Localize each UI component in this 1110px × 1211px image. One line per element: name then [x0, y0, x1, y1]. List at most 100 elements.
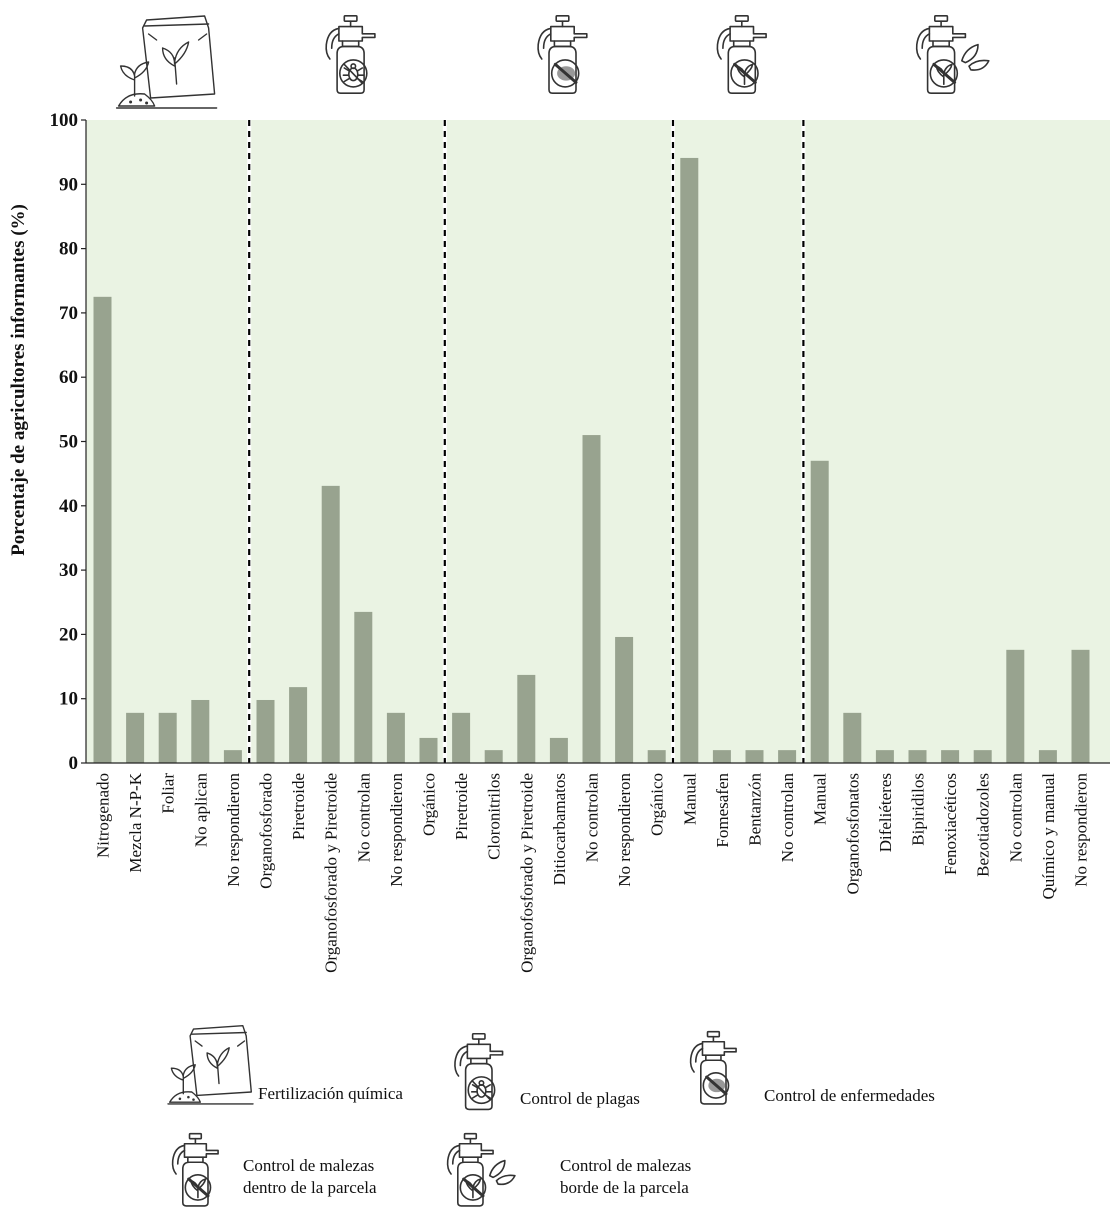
legend-entry: Fertilización química	[168, 1026, 403, 1104]
y-tick-label: 20	[59, 624, 78, 645]
panel-background	[805, 120, 1110, 763]
y-tick-label: 90	[59, 174, 78, 195]
x-tick-label: Piretroide	[289, 773, 308, 840]
bar	[1071, 649, 1090, 763]
x-tick-label: Bipiridilos	[909, 773, 928, 846]
x-tick-label: Difeliéteres	[876, 773, 895, 852]
bar	[289, 687, 308, 763]
bar	[941, 750, 960, 763]
legend-label: Control de malezas	[243, 1156, 374, 1175]
x-tick-label: No aplican	[191, 773, 210, 848]
sprayer-weed-icon	[717, 16, 766, 93]
x-tick-label: No respondieron	[615, 773, 634, 887]
bar	[93, 296, 112, 763]
x-tick-label: Piretroide	[452, 773, 471, 840]
panel-background	[86, 120, 248, 763]
sprayer-weed-icon	[173, 1134, 219, 1206]
bar	[354, 611, 373, 763]
fertilizer-bag-icon	[117, 16, 217, 108]
bar	[321, 485, 340, 763]
x-tick-label: Fomesafen	[713, 773, 732, 848]
bar	[843, 712, 862, 763]
bar	[647, 750, 666, 763]
x-tick-label: No controlan	[1006, 773, 1025, 863]
sprayer-pest-icon	[455, 1034, 503, 1110]
legend-entry: Control de malezas dentro de la parcela	[173, 1134, 377, 1206]
y-tick-label: 60	[59, 367, 78, 388]
bar	[615, 636, 634, 763]
bar	[875, 750, 894, 763]
bar	[908, 750, 927, 763]
x-tick-label: Manual	[680, 773, 699, 825]
bar	[484, 750, 503, 763]
legend-label: Control de plagas	[520, 1089, 640, 1108]
y-axis-label: Porcentaje de agricultores informantes (…	[8, 204, 29, 556]
panel-backgrounds	[86, 120, 1110, 763]
bar	[517, 674, 536, 763]
bar	[549, 737, 568, 763]
legend: Fertilización química Control de plagas Co…	[168, 1026, 935, 1206]
bar	[778, 750, 797, 763]
bar	[386, 712, 405, 763]
x-tick-label: No controlan	[778, 773, 797, 863]
legend-entry: Control de enfermedades	[691, 1032, 935, 1105]
x-tick-label: Ditiocarbamatos	[550, 773, 569, 885]
sprayer-weed-border-icon	[448, 1134, 515, 1206]
x-tick-label: Organofosforado y Piretroide	[517, 773, 536, 973]
x-tick-label: Organofosforado	[257, 773, 276, 889]
x-tick-label: Manual	[811, 773, 830, 825]
x-tick-label: Químico y manual	[1039, 773, 1058, 900]
bar	[810, 460, 829, 763]
x-tick-label: Organofosfonatos	[843, 773, 862, 895]
bar	[126, 712, 145, 763]
y-tick-label: 50	[59, 432, 78, 453]
bar	[256, 699, 275, 763]
bar	[223, 750, 242, 763]
y-tick-label: 30	[59, 560, 78, 581]
x-tick-label: Orgánico	[420, 773, 439, 836]
bar	[712, 750, 731, 763]
top-icons	[117, 16, 989, 108]
bar	[191, 699, 210, 763]
x-tick-label: No respondieron	[387, 773, 406, 887]
bar	[419, 737, 438, 763]
x-tick-label: Bentanzón	[746, 773, 765, 846]
x-tick-label: Fenoxiacéticos	[941, 773, 960, 875]
x-tick-label: No respondieron	[224, 773, 243, 887]
fertilizer-bag-icon	[168, 1026, 253, 1104]
x-tick-label: Foliar	[159, 773, 178, 814]
x-tick-label: No controlan	[354, 773, 373, 863]
y-tick-label: 80	[59, 239, 78, 260]
y-tick-label: 40	[59, 496, 78, 517]
x-tick-labels: Nitrogenado Mezcla N-P-K Foliar No aplican N…	[94, 772, 1091, 973]
legend-label: Fertilización química	[258, 1084, 403, 1103]
sprayer-weed-border-icon	[917, 16, 989, 93]
bars	[93, 157, 1090, 763]
x-tick-label: Cloronitrilos	[485, 773, 504, 860]
panel-background	[446, 120, 671, 763]
y-tick-label: 70	[59, 303, 78, 324]
panel-background	[251, 120, 443, 763]
bar	[452, 712, 471, 763]
y-tick-label: 0	[69, 753, 79, 774]
x-tick-label: Mezcla N-P-K	[126, 772, 145, 872]
legend-label: dentro de la parcela	[243, 1178, 377, 1197]
x-tick-label: Orgánico	[648, 773, 667, 836]
legend-label: Control de enfermedades	[764, 1086, 935, 1105]
sprayer-pest-icon	[326, 16, 375, 93]
bar	[680, 157, 699, 763]
x-tick-label: Organofosforado y Piretroide	[322, 773, 341, 973]
bar	[582, 435, 601, 763]
legend-entry: Control de plagas	[455, 1034, 640, 1110]
legend-label: Control de malezas	[560, 1156, 691, 1175]
y-tick-label: 100	[50, 110, 79, 131]
axes: 0 10 20 30 40 50 60 70 80 90 100	[50, 110, 1110, 774]
bar	[745, 750, 764, 763]
sprayer-disease-icon	[538, 16, 587, 93]
x-tick-label: Nitrogenado	[94, 773, 113, 858]
legend-entry: Control de malezas borde de la parcela	[448, 1134, 691, 1206]
y-tick-label: 10	[59, 689, 78, 710]
bar	[1038, 750, 1057, 763]
sprayer-disease-icon	[691, 1032, 737, 1104]
